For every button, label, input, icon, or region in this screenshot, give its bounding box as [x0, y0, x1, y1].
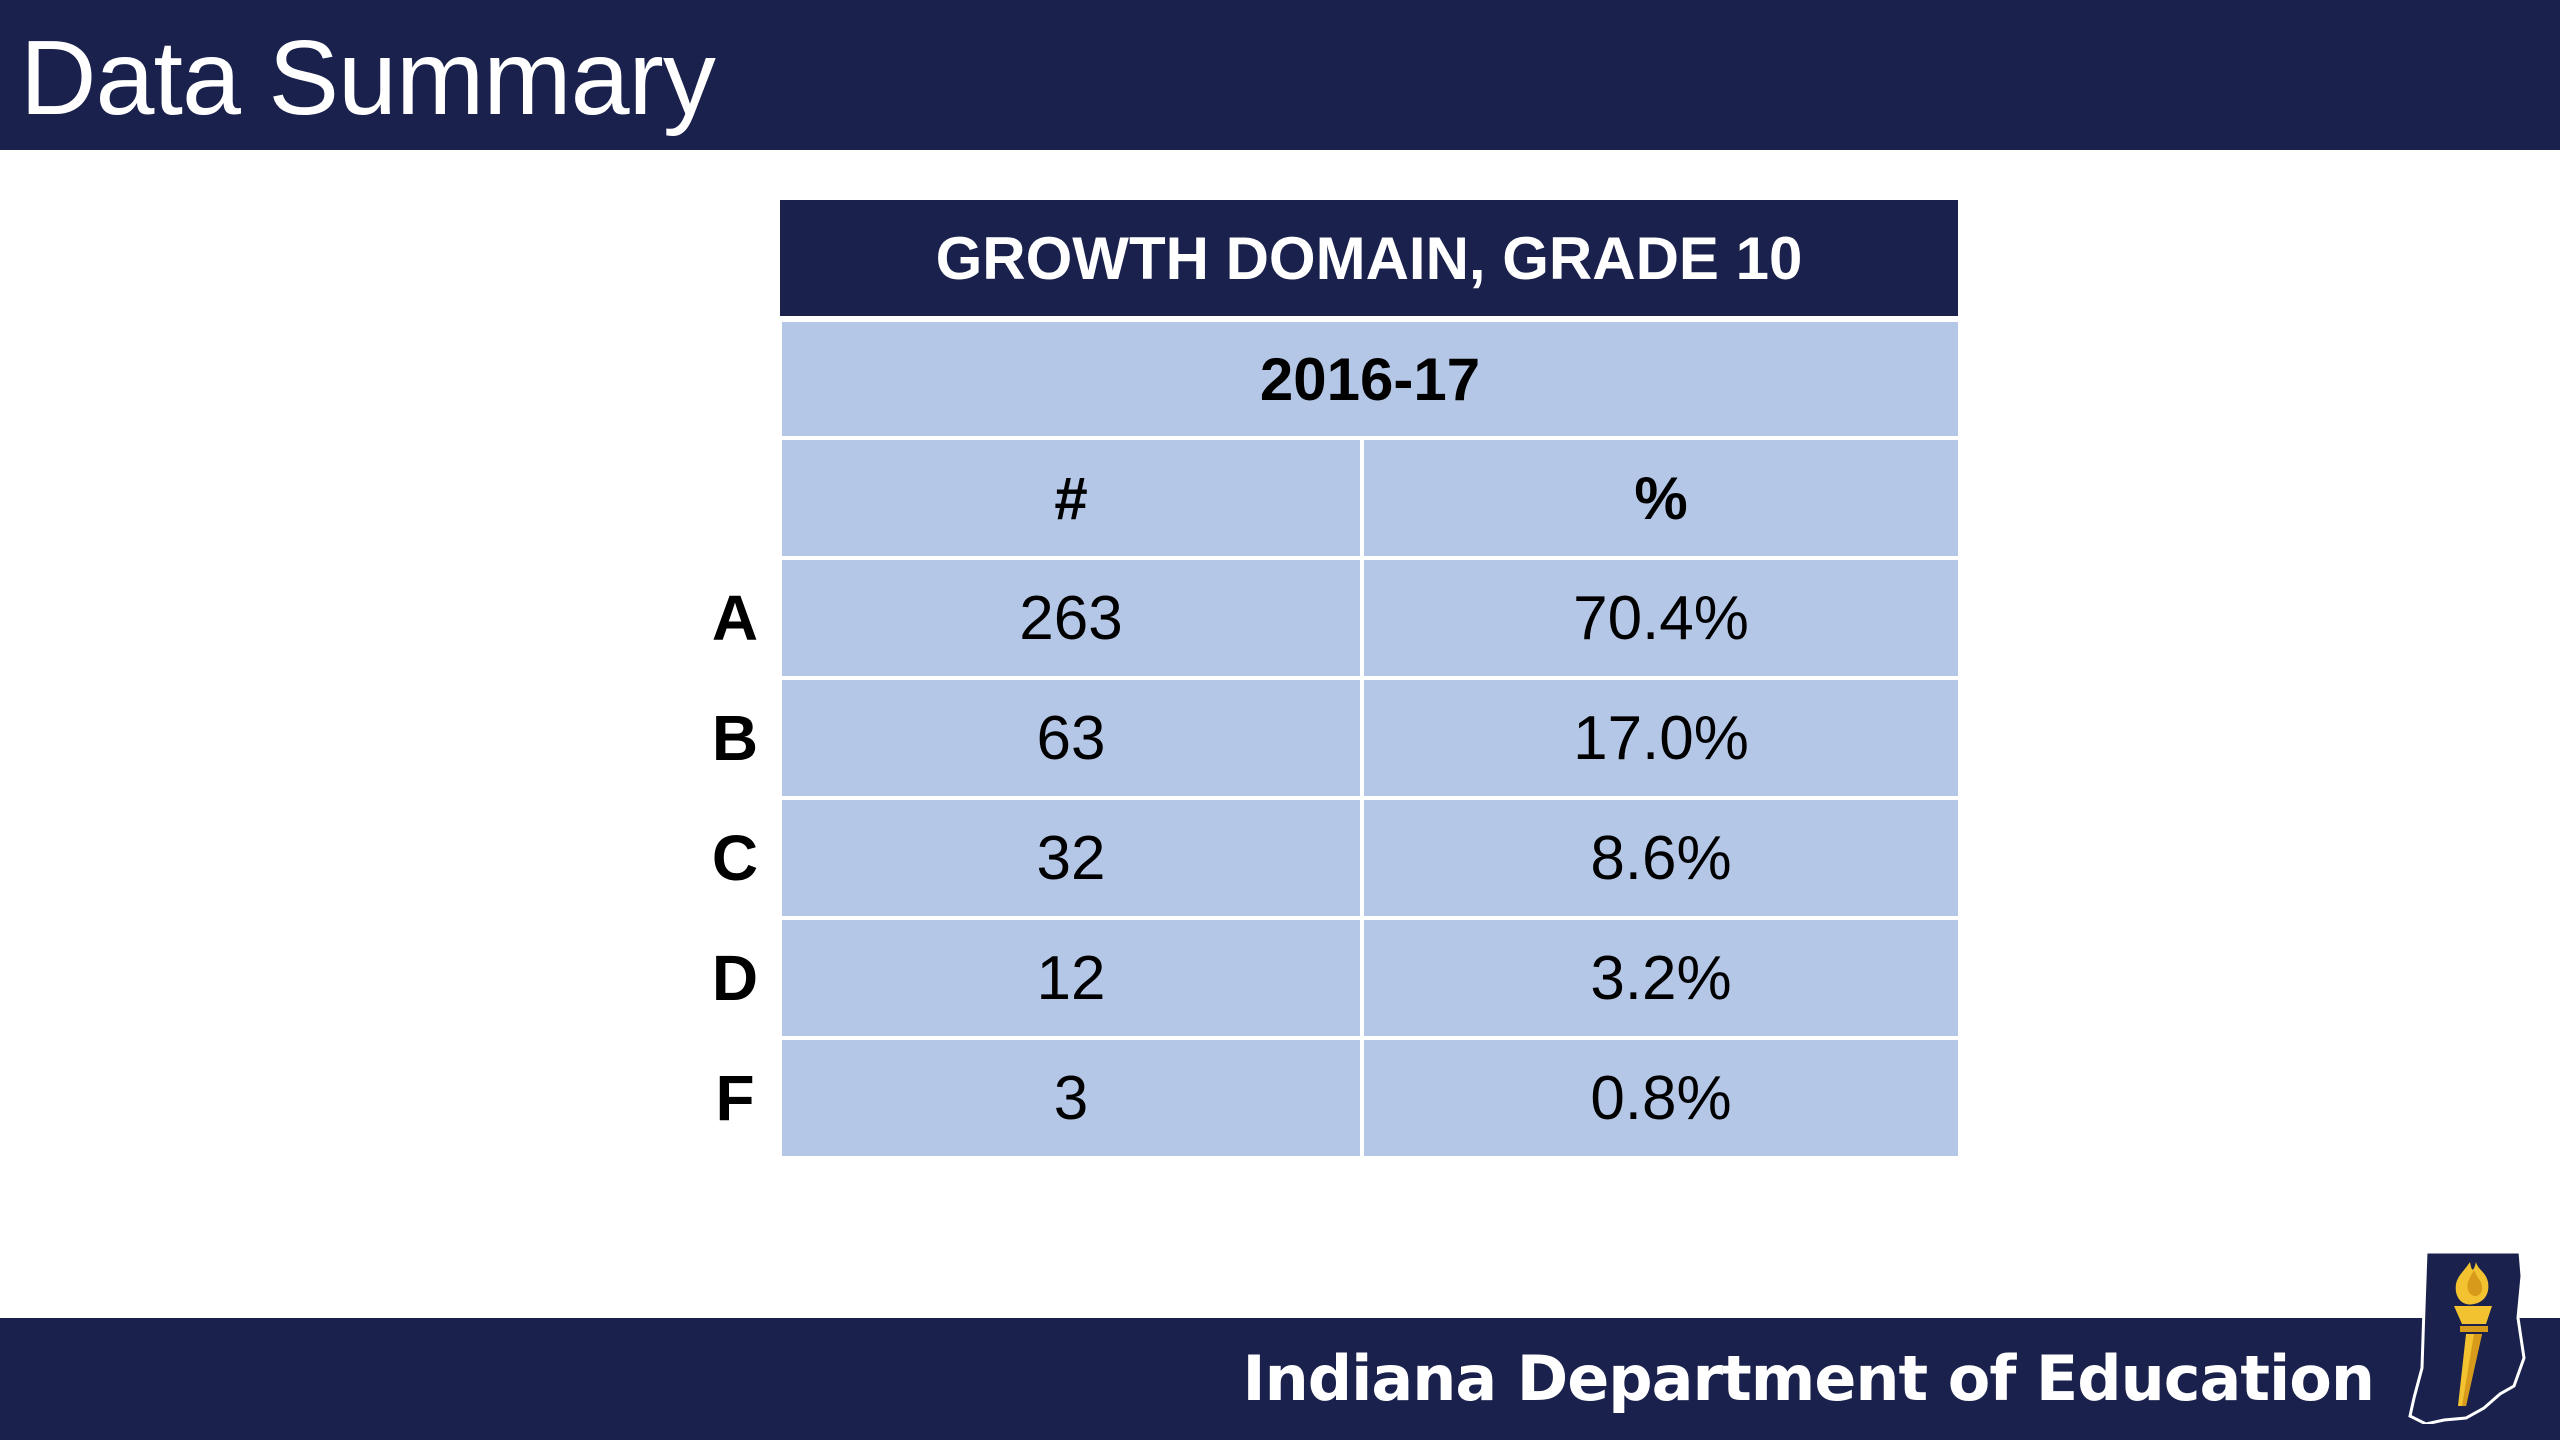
- year-header: 2016-17: [782, 322, 1958, 436]
- column-header-percent: %: [1364, 440, 1958, 556]
- percent-cell-b: 17.0%: [1364, 680, 1958, 796]
- row-label-f: F: [715, 1062, 755, 1134]
- table-title: GROWTH DOMAIN, GRADE 10: [780, 200, 1958, 316]
- torch-indiana-logo-icon: [2408, 1250, 2526, 1424]
- footer-band: [0, 1318, 2560, 1440]
- percent-cell-f: 0.8%: [1364, 1040, 1958, 1156]
- row-label-a: A: [711, 582, 759, 654]
- percent-cell-c: 8.6%: [1364, 800, 1958, 916]
- count-cell-a: 263: [782, 560, 1360, 676]
- percent-cell-d: 3.2%: [1364, 920, 1958, 1036]
- header-band: [0, 0, 2560, 150]
- slide-title: Data Summary: [20, 19, 716, 137]
- column-header-count: #: [782, 440, 1360, 556]
- footer-organization: Indiana Department of Education: [1242, 1342, 2375, 1415]
- count-cell-b: 63: [782, 680, 1360, 796]
- row-label-c: C: [711, 822, 759, 894]
- row-label-d: D: [711, 942, 759, 1014]
- percent-cell-a: 70.4%: [1364, 560, 1958, 676]
- count-cell-f: 3: [782, 1040, 1360, 1156]
- row-label-b: B: [711, 702, 759, 774]
- count-cell-c: 32: [782, 800, 1360, 916]
- count-cell-d: 12: [782, 920, 1360, 1036]
